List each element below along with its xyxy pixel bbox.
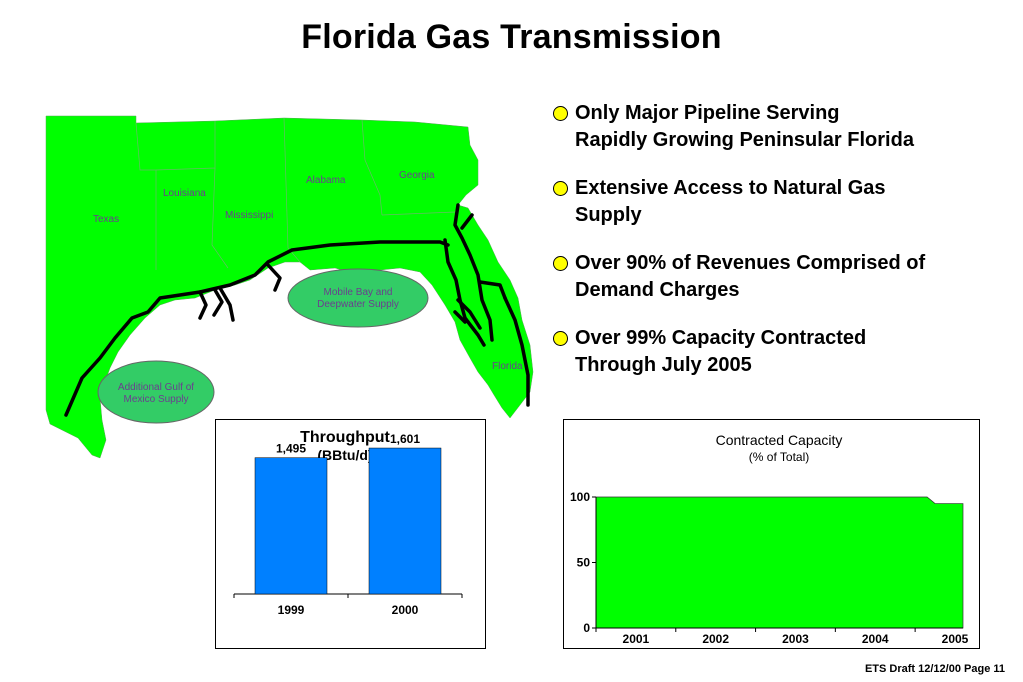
area-series <box>595 496 964 629</box>
capacity-chart-panel: Contracted Capacity (% of Total) 0 50 100 2… <box>563 419 980 649</box>
supply-region-gulf-of-mexico: Additional Gulf of Mexico Supply <box>97 360 215 424</box>
bar <box>254 457 328 595</box>
data-label: 1,495 <box>276 442 306 456</box>
y-tick-label: 0 <box>583 621 590 635</box>
bar <box>368 447 442 595</box>
bullet-line: Extensive Access to Natural Gas <box>575 177 886 199</box>
pipelines <box>64 203 530 417</box>
capacity-chart: Contracted Capacity (% of Total) 0 50 100 2… <box>570 432 969 646</box>
state-label-louisiana: Louisiana <box>163 188 206 199</box>
supply-label-line2: Deepwater Supply <box>317 299 399 310</box>
bullet-dot-icon <box>553 331 568 346</box>
state-labels: Texas Louisiana Mississippi Alabama Geor… <box>93 170 523 372</box>
throughput-chart: Throughput (BBtu/d) 1,495 1999 1,601 2000 <box>233 429 463 617</box>
bullet-line: Only Major Pipeline Serving <box>575 102 840 124</box>
throughput-chart-panel: Throughput (BBtu/d) 1,495 1999 1,601 2000 <box>215 419 486 649</box>
supply-label-line1: Additional Gulf of <box>118 382 194 393</box>
state-label-texas: Texas <box>93 214 119 225</box>
bullet-line: Supply <box>575 204 642 226</box>
x-tick-label: 2003 <box>782 632 809 646</box>
chart-subtitle: (% of Total) <box>749 450 809 464</box>
chart-title: Throughput <box>300 429 390 446</box>
state-label-florida: Florida <box>492 361 523 372</box>
data-label: 1,601 <box>390 432 420 446</box>
bullet-item: Only Major Pipeline Serving Rapidly Grow… <box>552 100 1012 154</box>
bullet-list: Only Major Pipeline Serving Rapidly Grow… <box>552 100 1012 400</box>
state-label-georgia: Georgia <box>399 170 435 181</box>
y-tick-label: 50 <box>577 556 591 570</box>
bullet-line: Demand Charges <box>575 279 740 301</box>
state-borders <box>135 117 459 270</box>
bullet-dot-icon <box>553 256 568 271</box>
bullet-line: Over 99% Capacity Contracted <box>575 327 867 349</box>
bullet-line: Rapidly Growing Peninsular Florida <box>575 129 914 151</box>
x-tick-label: 1999 <box>278 603 305 617</box>
bullet-dot-icon <box>553 181 568 196</box>
state-label-alabama: Alabama <box>306 175 346 186</box>
supply-label-line1: Mobile Bay and <box>324 287 393 298</box>
x-tick-label: 2000 <box>392 603 419 617</box>
bullet-line: Over 90% of Revenues Comprised of <box>575 252 926 274</box>
bullet-item: Extensive Access to Natural Gas Supply <box>552 175 1012 229</box>
x-tick-label: 2001 <box>623 632 650 646</box>
state-label-mississippi: Mississippi <box>225 210 273 221</box>
supply-label-line2: Mexico Supply <box>123 394 188 405</box>
x-tick-label: 2002 <box>702 632 729 646</box>
page-title: Florida Gas Transmission <box>301 18 722 56</box>
bullet-item: Over 99% Capacity Contracted Through Jul… <box>552 325 1012 379</box>
supply-region-mobile-bay: Mobile Bay and Deepwater Supply <box>287 268 429 328</box>
bullet-item: Over 90% of Revenues Comprised of Demand… <box>552 250 1012 304</box>
x-tick-label: 2005 <box>942 632 969 646</box>
bullet-dot-icon <box>553 106 568 121</box>
bullet-line: Through July 2005 <box>575 354 752 376</box>
footer-text: ETS Draft 12/12/00 Page 11 <box>864 663 1005 675</box>
x-tick-label: 2004 <box>862 632 889 646</box>
y-tick-label: 100 <box>570 490 590 504</box>
chart-subtitle: (BBtu/d) <box>317 447 372 463</box>
chart-title: Contracted Capacity <box>716 432 843 448</box>
